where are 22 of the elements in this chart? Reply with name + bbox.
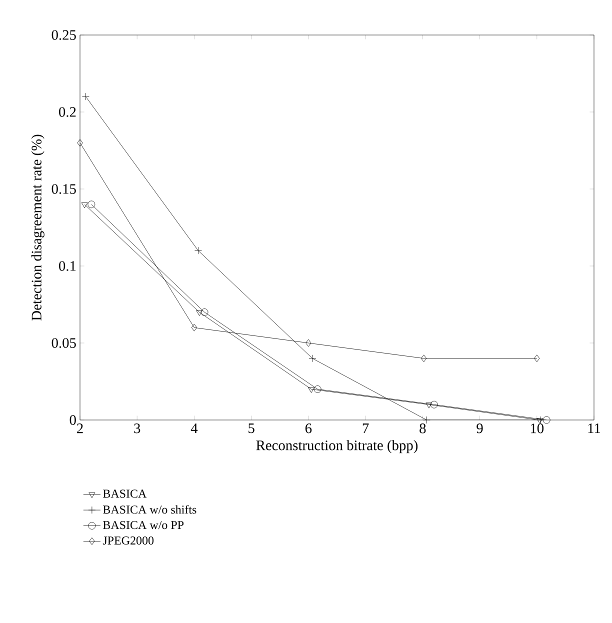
y-axis-title: Detection disagreement rate (%): [31, 134, 44, 320]
x-tick-label: 11: [588, 424, 600, 434]
x-tick-label: 4: [190, 424, 198, 434]
x-tick-label: 7: [362, 424, 369, 433]
legend-label: JPEG2000: [102, 536, 154, 545]
x-tick-label: 6: [305, 424, 312, 434]
y-tick-label: 0.15: [52, 184, 76, 194]
y-tick-label: 0.25: [52, 30, 76, 40]
x-tick-label: 10: [530, 424, 544, 434]
x-axis-title: Reconstruction bitrate (bpp): [256, 440, 418, 454]
x-tick-label: 2: [77, 424, 83, 434]
y-tick-label: 0: [70, 415, 76, 425]
y-tick-label: 0.05: [52, 338, 76, 348]
y-tick-label: 0.1: [59, 261, 76, 271]
legend-label: BASICA w/o shifts: [103, 505, 196, 514]
x-tick-label: 5: [248, 424, 254, 434]
x-tick-label: 8: [420, 424, 426, 434]
x-tick-label: 3: [134, 424, 140, 434]
legend-label: BASICA: [103, 490, 147, 498]
legend-label: BASICA w/o PP: [103, 521, 184, 530]
y-tick-label: 0.2: [59, 107, 76, 117]
x-tick-label: 9: [476, 424, 483, 434]
